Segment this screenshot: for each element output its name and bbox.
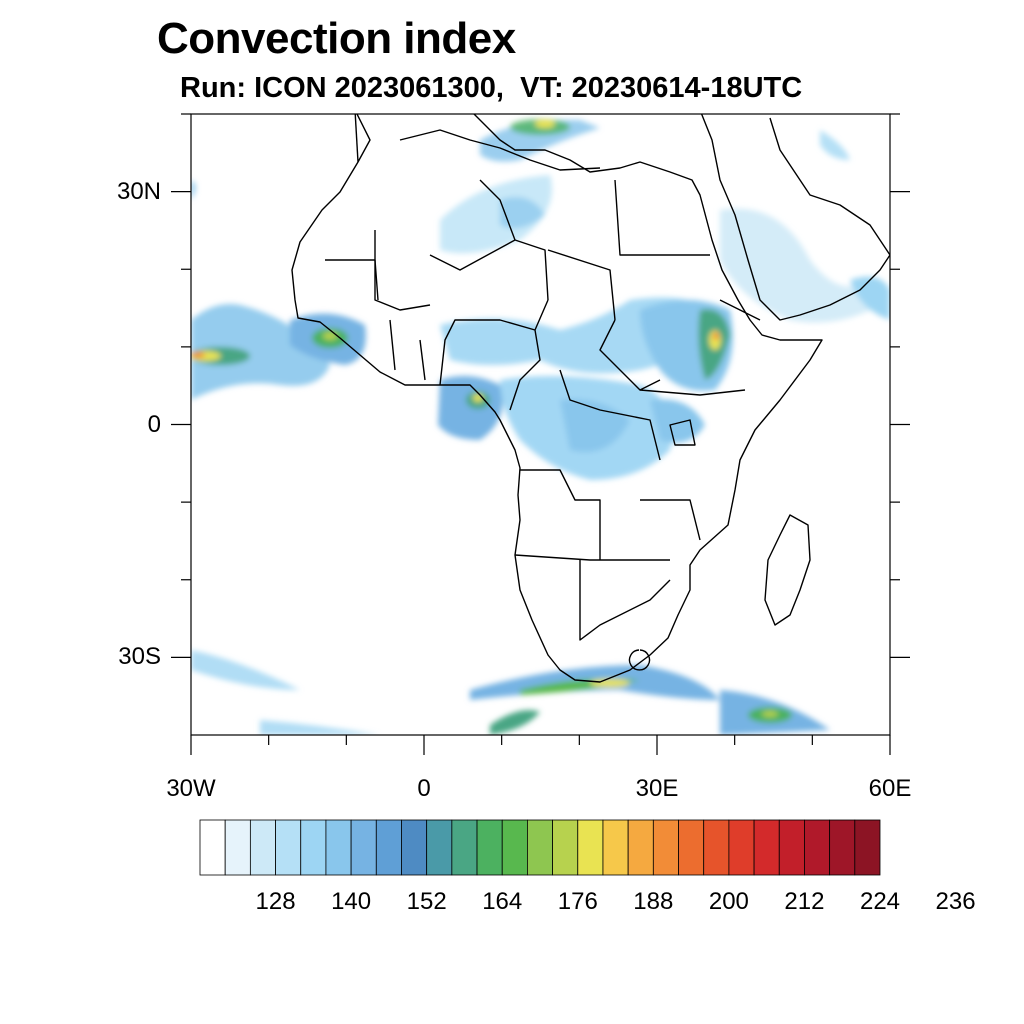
- colorbar-label: 128: [255, 888, 296, 915]
- x-tick-label: 30W: [166, 775, 216, 802]
- y-tick-label: 30N: [116, 177, 161, 205]
- colorbar-label: 140: [331, 888, 372, 915]
- convection-field: [191, 119, 890, 735]
- chart-subtitle: Run: ICON 2023061300, VT: 20230614-18UTC: [180, 72, 803, 104]
- colorbar-label: 224: [859, 888, 901, 915]
- colorbar-label: 152: [406, 888, 447, 915]
- axis-ticks: [171, 113, 910, 755]
- y-tick-label: 30S: [118, 643, 161, 671]
- colorbar-label: 176: [557, 888, 598, 915]
- colorbar-label: 188: [633, 888, 674, 915]
- x-tick-label: 0: [417, 775, 431, 802]
- coastlines: [291, 114, 890, 683]
- x-tick-label: 60E: [868, 775, 912, 802]
- x-tick-label: 30E: [635, 775, 679, 802]
- y-tick-label: 0: [147, 410, 161, 438]
- colorbar-label: 212: [784, 888, 825, 915]
- chart-title: Convection index: [157, 14, 516, 63]
- colorbar-label: 164: [482, 888, 523, 915]
- colorbar-label: 236: [935, 888, 976, 915]
- colorbar-label: 200: [708, 888, 749, 915]
